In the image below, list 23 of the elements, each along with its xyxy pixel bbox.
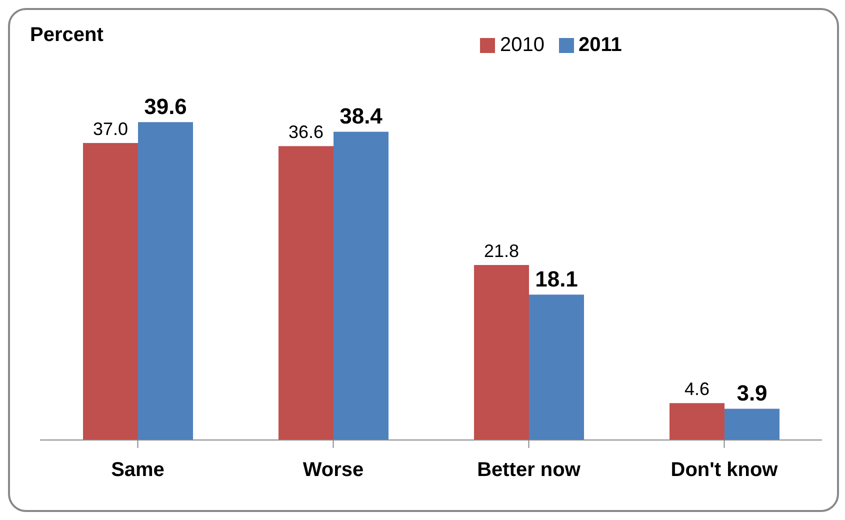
bar xyxy=(83,142,138,440)
x-tick-label: Same xyxy=(111,459,164,482)
y-axis-title: Percent xyxy=(30,24,104,47)
data-label: 37.0 xyxy=(92,118,128,139)
bar xyxy=(474,264,530,440)
x-tick-label: Don't know xyxy=(670,459,778,482)
bar xyxy=(529,294,584,440)
data-label: 36.6 xyxy=(288,122,324,142)
data-label: 21.8 xyxy=(484,240,520,261)
bar xyxy=(334,132,389,440)
x-tick-label: Better now xyxy=(477,459,581,482)
data-label: 4.6 xyxy=(684,379,710,400)
legend-label: 2010 xyxy=(499,34,544,57)
bar xyxy=(670,403,725,440)
x-tick-label: Worse xyxy=(302,459,364,482)
bar xyxy=(278,146,334,440)
bar xyxy=(138,122,194,440)
data-label: 3.9 xyxy=(736,380,768,406)
data-label: 39.6 xyxy=(144,94,187,120)
data-label: 18.1 xyxy=(535,266,578,292)
bar xyxy=(724,408,780,440)
legend-label: 2011 xyxy=(578,34,622,57)
data-label: 38.4 xyxy=(340,104,384,129)
